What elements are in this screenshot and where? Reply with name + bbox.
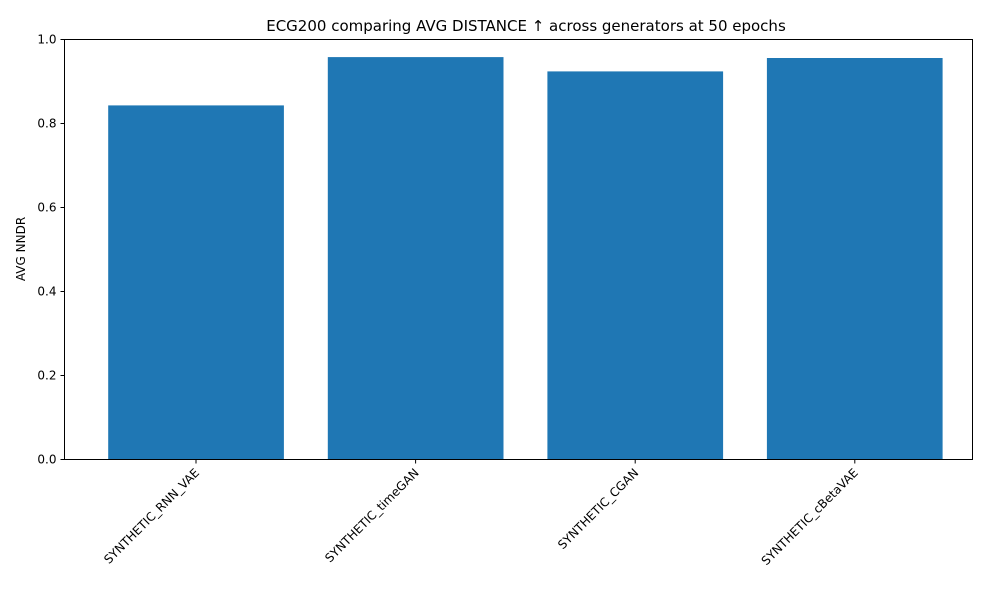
x-tick-label-3: SYNTHETIC_cBetaVAE xyxy=(759,466,861,568)
y-tick-label-1: 0.2 xyxy=(37,369,56,383)
y-tick-label-3: 0.6 xyxy=(37,201,56,215)
chart-title: ECG200 comparing AVG DISTANCE ↑ across g… xyxy=(266,17,786,35)
y-tick-label-4: 0.8 xyxy=(37,117,56,131)
x-tick-label-2: SYNTHETIC_CGAN xyxy=(555,466,641,552)
x-tick-label-1: SYNTHETIC_timeGAN xyxy=(322,466,421,565)
y-tick-label-0: 0.0 xyxy=(37,453,56,467)
y-axis: 0.0 0.2 0.4 0.6 0.8 1.0 xyxy=(37,33,65,467)
y-tick-label-2: 0.4 xyxy=(37,285,56,299)
bar-1 xyxy=(327,57,504,460)
y-axis-label: AVG NNDR xyxy=(14,217,28,281)
x-tick-label-0: SYNTHETIC_RNN_VAE xyxy=(101,466,202,567)
bar-2 xyxy=(547,71,724,460)
bar-0 xyxy=(108,105,284,460)
plot-frame xyxy=(64,39,973,460)
x-axis: SYNTHETIC_RNN_VAE SYNTHETIC_timeGAN SYNTHE… xyxy=(101,459,861,568)
bars-group xyxy=(108,57,943,460)
bar-3 xyxy=(766,58,943,460)
y-tick-label-5: 1.0 xyxy=(37,33,56,47)
